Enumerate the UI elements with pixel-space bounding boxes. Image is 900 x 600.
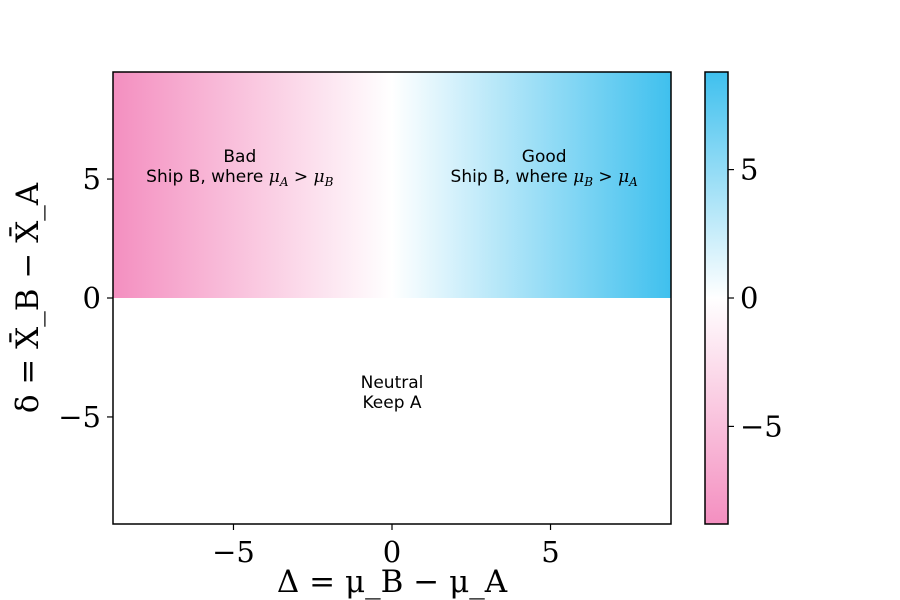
y-axis: −5 0 5 bbox=[58, 162, 113, 434]
heatmap-lower-region bbox=[113, 298, 671, 524]
heatmap-upper-region bbox=[113, 72, 671, 298]
colorbar-tick-label: 0 bbox=[740, 281, 758, 315]
x-axis: −5 0 5 bbox=[212, 524, 560, 569]
annotation-neutral-title: Neutral bbox=[361, 373, 424, 393]
x-axis-label: Δ = μ_B − μ_A bbox=[277, 564, 508, 600]
x-tick-label: 0 bbox=[383, 535, 401, 569]
colorbar bbox=[704, 71, 729, 525]
annotation-neutral-text: Keep A bbox=[362, 393, 421, 413]
annotation-good-title: Good bbox=[522, 147, 567, 167]
annotation-bad-text: Ship B, where μA > μB bbox=[146, 167, 333, 189]
x-tick-label: 5 bbox=[541, 535, 559, 569]
annotation-good-text: Ship B, where μB > μA bbox=[451, 167, 639, 189]
y-tick-label: 5 bbox=[83, 162, 101, 196]
colorbar-tick-label: −5 bbox=[740, 409, 783, 443]
y-axis-label: δ = X̄_B − X̄_A bbox=[8, 182, 46, 413]
annotation-bad-title: Bad bbox=[223, 147, 256, 167]
colorbar-tick-label: 5 bbox=[740, 153, 758, 187]
x-tick-label: −5 bbox=[212, 535, 255, 569]
colorbar-ticks: −5 0 5 bbox=[728, 153, 783, 443]
y-tick-label: −5 bbox=[58, 400, 101, 434]
y-tick-label: 0 bbox=[83, 281, 101, 315]
